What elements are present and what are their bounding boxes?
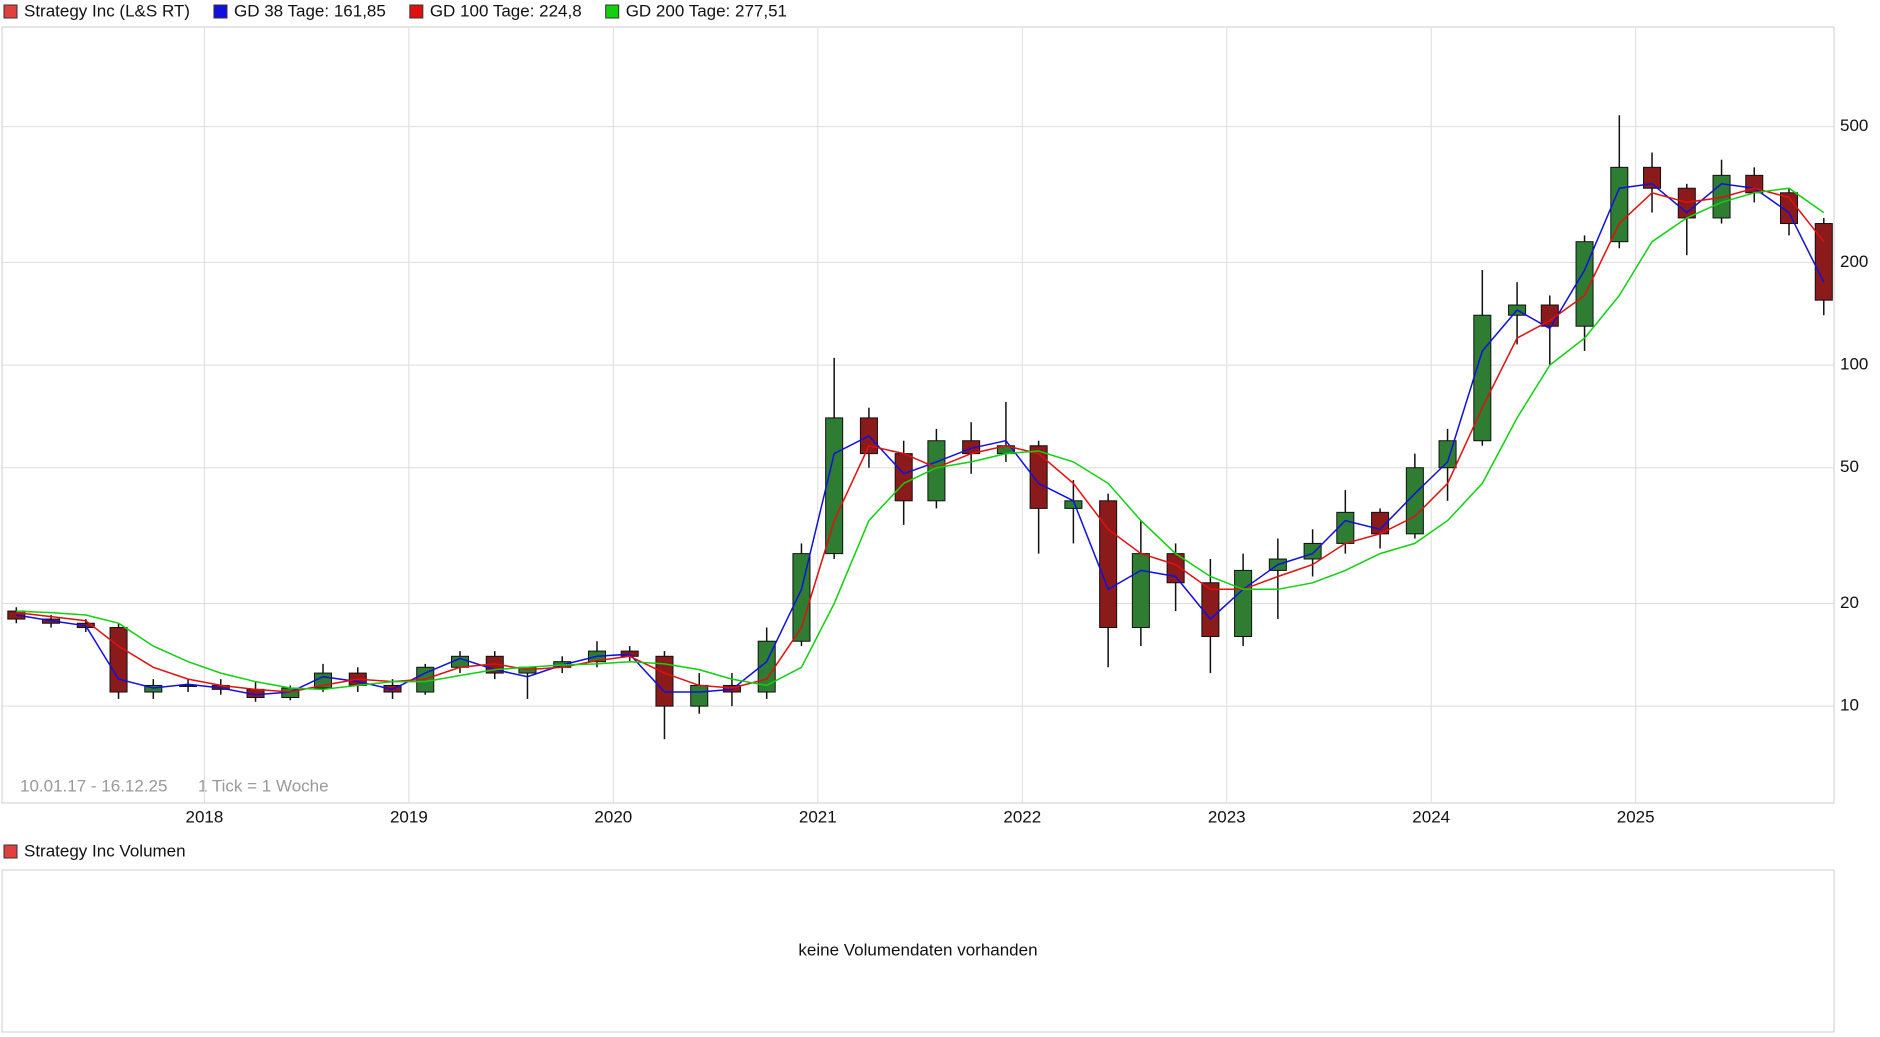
candle-body [1405,467,1424,535]
x-tick-label: 2023 [1208,807,1246,826]
x-tick-label: 2024 [1412,807,1450,826]
candle-body [1201,582,1220,638]
candle-body [690,684,709,707]
candle-body [655,655,674,707]
ma-line [16,187,1825,691]
legend-swatch [409,4,424,19]
candle-body [1336,511,1355,544]
legend-swatch [605,4,620,19]
candle-body [1099,500,1118,629]
x-tick-label: 2020 [594,807,632,826]
candle-body [1234,569,1253,638]
range-label: 10.01.17 - 16.12.25 [20,776,167,795]
ma-line [16,187,1825,693]
x-tick-label: 2019 [390,807,428,826]
candle-body [109,627,128,693]
candle-body [1610,166,1629,243]
x-tick-label: 2022 [1003,807,1041,826]
y-tick-label: 200 [1840,252,1868,271]
legend-swatch [213,4,228,19]
candle-body [927,440,946,502]
x-tick-label: 2018 [186,807,224,826]
ma-line [16,183,1825,696]
candle-body [894,453,913,502]
volume-title: Strategy Inc Volumen [24,841,186,860]
candle-body [1643,166,1662,189]
y-tick-label: 50 [1840,457,1859,476]
x-tick-label: 2021 [799,807,837,826]
candle-body [1131,553,1150,629]
candle-body [1029,445,1048,509]
volume-message: keine Volumendaten vorhanden [798,940,1037,959]
legend-swatch [3,4,18,19]
y-tick-label: 20 [1840,593,1859,612]
volume-frame [1,869,1835,1033]
tick-label: 1 Tick = 1 Woche [198,776,329,795]
candle-body [825,417,844,555]
volume-legend-swatch [3,844,18,859]
y-tick-label: 10 [1840,696,1859,715]
candle-body [1712,174,1731,219]
legend-label: GD 38 Tage: 161,85 [234,1,386,20]
y-tick-label: 500 [1840,116,1868,135]
legend-label: Strategy Inc (L&S RT) [24,1,190,20]
x-tick-label: 2025 [1617,807,1655,826]
candle-body [1303,542,1322,560]
legend-label: GD 100 Tage: 224,8 [430,1,582,20]
plot-frame [1,26,1835,804]
candle-body [1814,223,1833,301]
legend-label: GD 200 Tage: 277,51 [626,1,787,20]
y-tick-label: 100 [1840,355,1868,374]
